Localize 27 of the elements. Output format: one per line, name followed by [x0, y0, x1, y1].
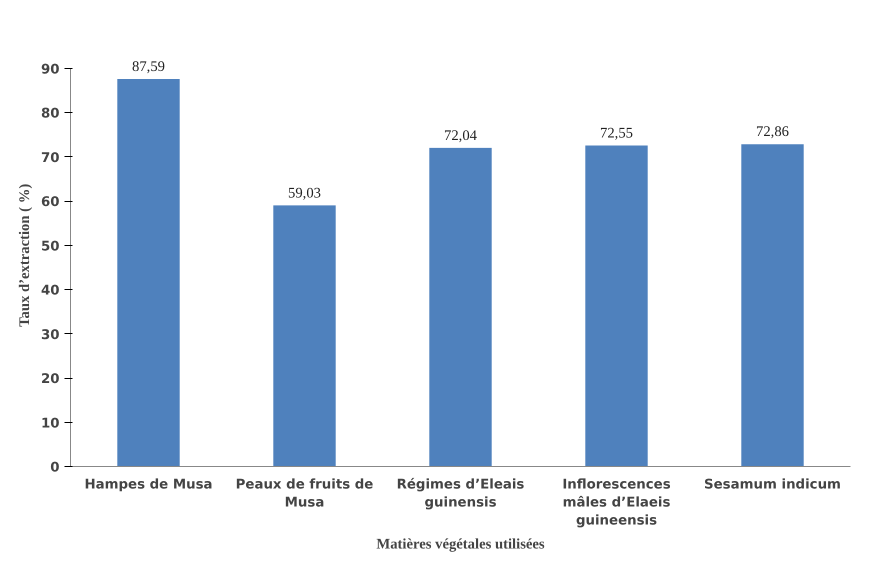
bar	[429, 148, 492, 466]
bar	[117, 79, 180, 466]
y-tick-label: 50	[40, 239, 60, 254]
x-tick-label: Sesamum indicum	[704, 478, 841, 492]
bar	[585, 146, 648, 466]
y-tick-label: 80	[40, 106, 60, 122]
data-label: 87,59	[132, 59, 165, 76]
data-label: 72,86	[756, 124, 789, 140]
bar	[273, 205, 336, 466]
x-tick-label: Hampes de Musa	[84, 478, 213, 492]
x-axis-title: Matières végétales utilisées	[376, 536, 545, 552]
y-axis-title: Taux d’extraction ( %)	[16, 184, 33, 327]
y-tick-label: 60	[40, 195, 60, 210]
y-tick-label: 30	[40, 328, 60, 343]
x-tick-label: Régimes d’Eleais guinensis	[396, 478, 524, 510]
data-label: 72,04	[444, 128, 478, 144]
x-tick-label: Peaux de fruits de Musa	[236, 478, 374, 510]
y-tick-label: 10	[40, 416, 60, 432]
x-tick-label: Inflorescences mâles d’Elaeis guineensis	[562, 478, 671, 528]
y-tick-label: 20	[40, 372, 60, 388]
y-tick-label: 70	[40, 150, 60, 166]
y-tick-label: 90	[40, 62, 60, 78]
data-label: 72,55	[600, 126, 633, 142]
y-tick-label: 0	[50, 460, 60, 476]
bar	[741, 144, 804, 466]
data-label: 59,03	[288, 185, 321, 202]
y-tick-label: 40	[40, 284, 60, 299]
